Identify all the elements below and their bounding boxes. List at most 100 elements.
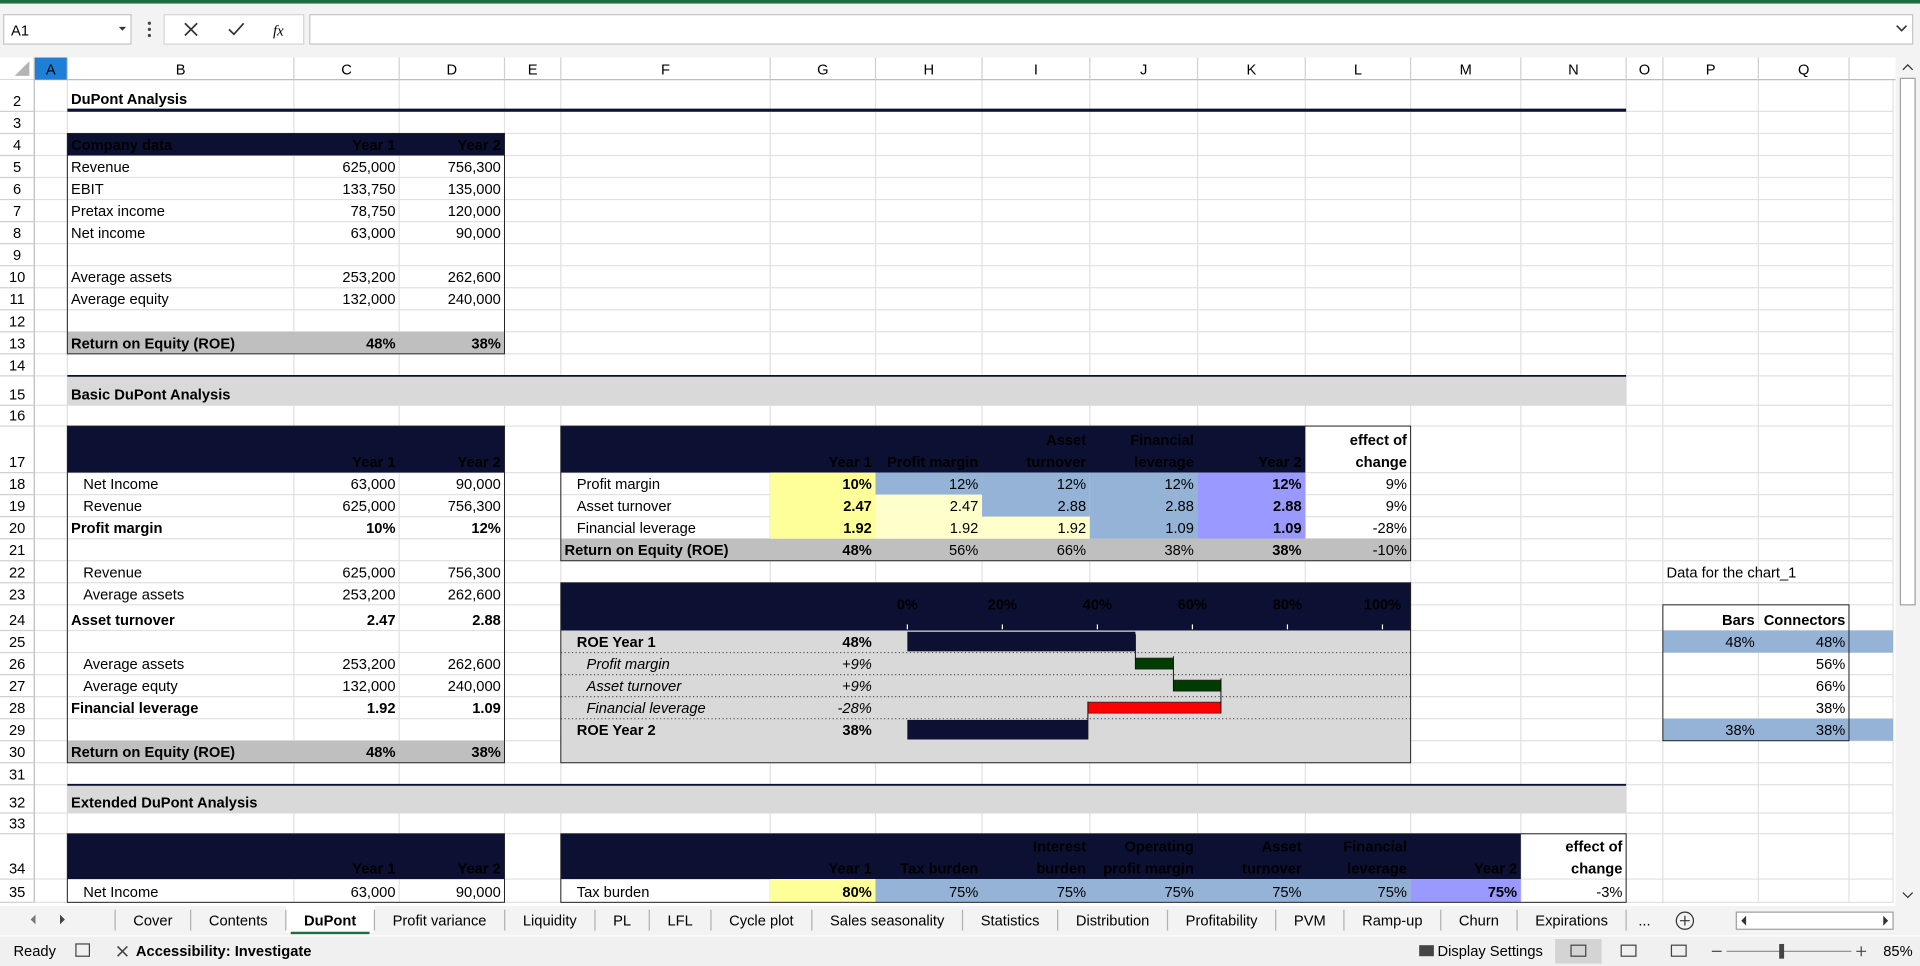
name-box[interactable]: [3, 14, 132, 45]
column-header[interactable]: N: [1568, 63, 1579, 79]
row-header[interactable]: 4: [13, 138, 21, 154]
row-header[interactable]: 17: [9, 455, 25, 471]
sheet-tab[interactable]: Churn: [1459, 914, 1499, 930]
column-header[interactable]: M: [1460, 63, 1472, 79]
sheet-tab[interactable]: Cover: [133, 914, 172, 930]
sheet-tab[interactable]: LFL: [667, 914, 692, 930]
row-header[interactable]: 31: [9, 767, 25, 783]
column-header[interactable]: K: [1247, 63, 1257, 79]
expand-formula[interactable]: [1896, 25, 1908, 32]
row-header[interactable]: 24: [9, 613, 25, 629]
page-layout-view[interactable]: [1620, 944, 1637, 957]
name-box-dropdown[interactable]: [118, 26, 127, 31]
hscroll-right[interactable]: [1883, 915, 1889, 926]
row-header[interactable]: 12: [9, 314, 25, 330]
normal-view[interactable]: [1555, 939, 1602, 964]
cell-text: Year 2: [458, 138, 501, 154]
display-settings[interactable]: Display Settings: [1438, 944, 1543, 960]
zoom-plus[interactable]: [1856, 946, 1867, 957]
row-header[interactable]: 25: [9, 635, 25, 651]
sheet-tab[interactable]: Contents: [209, 914, 268, 930]
formula-input[interactable]: [309, 14, 1914, 45]
zoom-thumb[interactable]: [1779, 943, 1785, 959]
tab-next[interactable]: [60, 914, 65, 925]
row-header[interactable]: 20: [9, 521, 25, 537]
row-header[interactable]: 14: [9, 358, 25, 374]
page-break-view[interactable]: [1670, 944, 1687, 957]
sheet-tab[interactable]: Expirations: [1535, 914, 1608, 930]
hscroll-left[interactable]: [1741, 915, 1747, 926]
cell-text: Average assets: [71, 270, 172, 286]
column-header[interactable]: P: [1706, 63, 1716, 79]
sheet-tab[interactable]: Cycle plot: [729, 914, 794, 930]
row-header[interactable]: 33: [9, 816, 25, 832]
row-header[interactable]: 23: [9, 587, 25, 603]
column-header[interactable]: I: [1034, 63, 1038, 79]
enter-icon[interactable]: [228, 22, 245, 36]
sheet-tab[interactable]: Statistics: [981, 914, 1040, 930]
column-header[interactable]: E: [528, 63, 538, 79]
row-header[interactable]: 29: [9, 723, 25, 739]
sheet-tab[interactable]: Liquidity: [523, 914, 578, 930]
row-header[interactable]: 21: [9, 543, 25, 559]
column-header[interactable]: F: [661, 63, 670, 79]
horizontal-scrollbar[interactable]: [1735, 911, 1894, 930]
row-header[interactable]: 3: [13, 116, 21, 132]
column-header[interactable]: O: [1639, 63, 1650, 79]
row-header[interactable]: 30: [9, 745, 25, 761]
row-header[interactable]: 2: [13, 94, 21, 110]
column-header[interactable]: C: [341, 63, 352, 79]
sheet-tab[interactable]: PVM: [1294, 914, 1326, 930]
row-header[interactable]: 18: [9, 477, 25, 493]
column-header[interactable]: H: [923, 63, 934, 79]
row-header[interactable]: 22: [9, 565, 25, 581]
sheet-tab[interactable]: Sales seasonality: [830, 914, 945, 930]
scroll-down[interactable]: [1902, 892, 1914, 899]
row-header[interactable]: 5: [13, 160, 21, 176]
column-header[interactable]: Q: [1798, 63, 1809, 79]
column-header[interactable]: D: [447, 63, 458, 79]
macro-icon[interactable]: [75, 943, 91, 957]
cell-text: Year 1: [352, 862, 395, 878]
scroll-thumb[interactable]: [1899, 77, 1916, 606]
new-sheet[interactable]: [1675, 911, 1695, 930]
row-header[interactable]: 7: [13, 204, 21, 220]
row-header[interactable]: 9: [13, 248, 21, 264]
sheet-tab[interactable]: Profitability: [1186, 914, 1258, 930]
row-header[interactable]: 16: [9, 409, 25, 425]
column-header[interactable]: G: [817, 63, 828, 79]
sheet-tab[interactable]: DuPont: [304, 914, 356, 930]
sheet-tab[interactable]: Ramp-up: [1362, 914, 1422, 930]
more-tabs[interactable]: ...: [1638, 914, 1650, 930]
row-header[interactable]: 15: [9, 388, 25, 404]
row-header[interactable]: 13: [9, 336, 25, 352]
column-header[interactable]: J: [1140, 63, 1147, 79]
scroll-up[interactable]: [1902, 64, 1914, 71]
row-header[interactable]: 32: [9, 795, 25, 811]
row-header[interactable]: 27: [9, 679, 25, 695]
cell-text: ROE Year 1: [577, 635, 656, 651]
row-header[interactable]: 35: [9, 885, 25, 901]
cell-text: 262,600: [448, 587, 501, 603]
row-header[interactable]: 19: [9, 499, 25, 515]
column-header[interactable]: L: [1354, 63, 1362, 79]
row-header[interactable]: 10: [9, 270, 25, 286]
sheet-tab[interactable]: PL: [613, 914, 631, 930]
accessibility-status[interactable]: Accessibility: Investigate: [136, 944, 312, 960]
sheet-tab[interactable]: Distribution: [1076, 914, 1149, 930]
row-header[interactable]: 6: [13, 182, 21, 198]
row-header[interactable]: 11: [10, 292, 25, 308]
more-commands[interactable]: [147, 21, 151, 38]
column-header[interactable]: A: [46, 63, 56, 79]
row-header[interactable]: 8: [13, 226, 21, 242]
cancel-icon[interactable]: [184, 22, 198, 37]
row-header[interactable]: 26: [9, 657, 25, 673]
fx-button[interactable]: fx: [273, 24, 284, 40]
zoom-level[interactable]: 85%: [1883, 944, 1912, 960]
column-header[interactable]: B: [176, 63, 186, 79]
row-header[interactable]: 28: [9, 701, 25, 717]
row-header[interactable]: 34: [9, 862, 25, 878]
tab-prev[interactable]: [30, 914, 36, 925]
sheet-tab[interactable]: Profit variance: [393, 914, 487, 930]
cell-text: 48%: [366, 336, 395, 352]
